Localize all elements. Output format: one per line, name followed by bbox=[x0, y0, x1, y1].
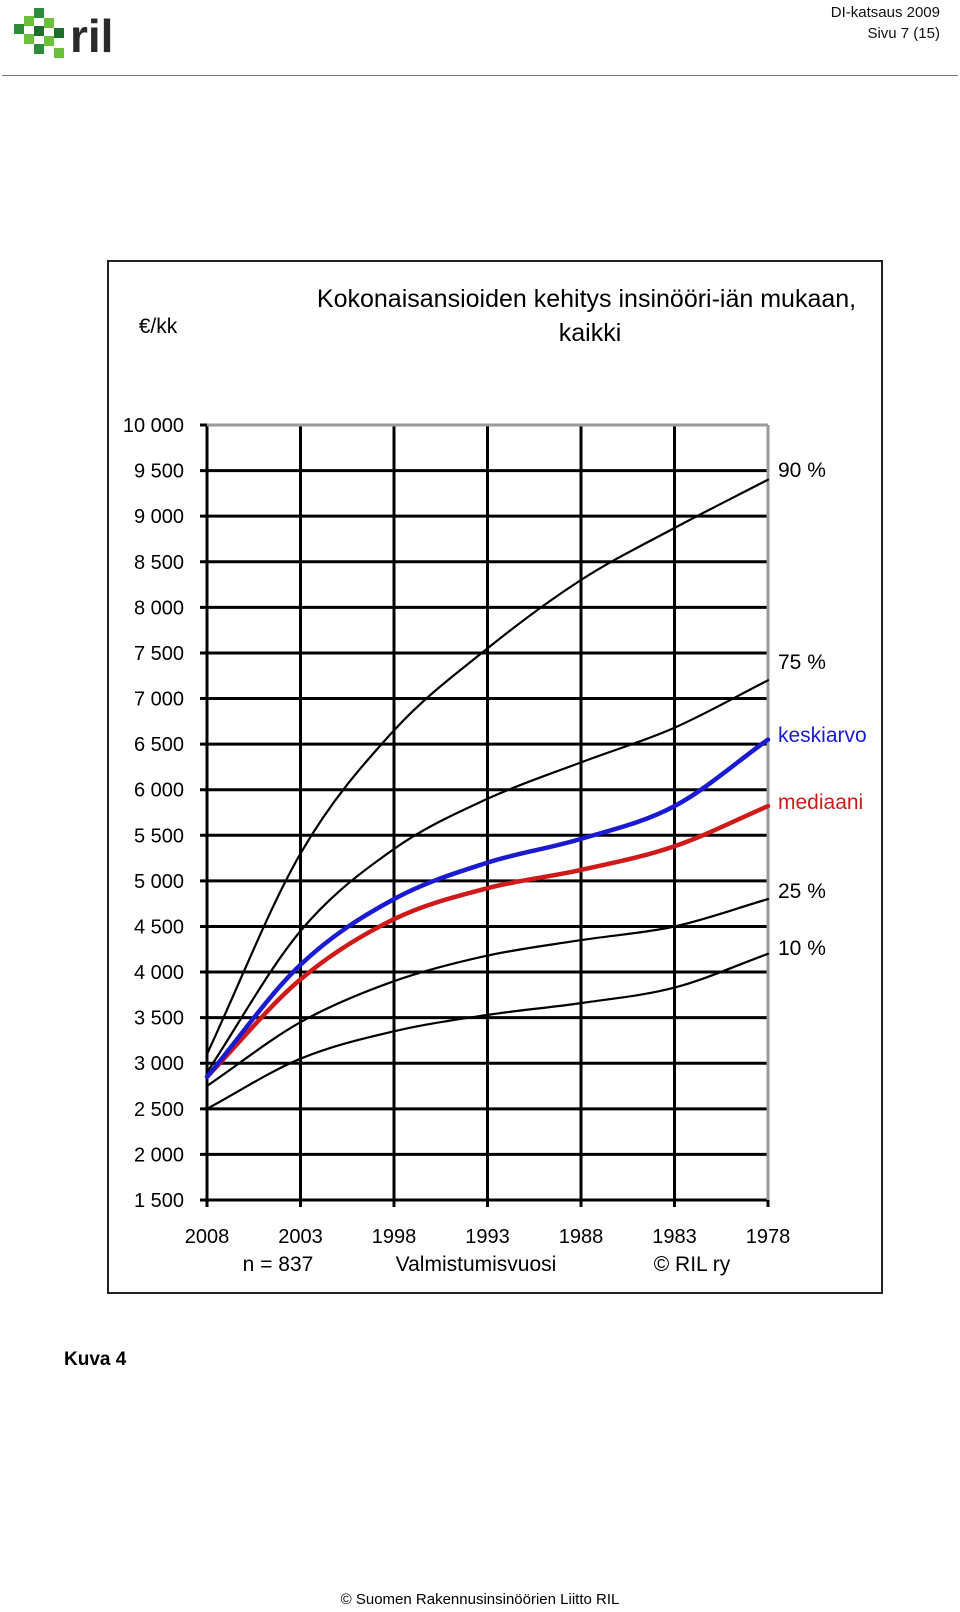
x-tick-label: 2008 bbox=[185, 1226, 230, 1248]
series-line-75 bbox=[205, 679, 770, 1074]
header-divider bbox=[2, 75, 958, 76]
series-label: 90 % bbox=[778, 459, 826, 482]
logo-cubes-icon bbox=[14, 8, 64, 58]
x-tick-label: 1998 bbox=[372, 1226, 417, 1248]
y-tick-label: 5 000 bbox=[134, 871, 184, 893]
axes: 1 500 2 000 2 500 3 000 3 500 4 000 4 500 5 000… bbox=[123, 415, 790, 1248]
x-tick-label: 1993 bbox=[465, 1226, 510, 1248]
series-line-mediaani bbox=[204, 803, 771, 1080]
logo-wordmark: ril bbox=[70, 10, 113, 62]
copyright-note: © RIL ry bbox=[654, 1253, 731, 1276]
x-tick-label: 1978 bbox=[746, 1226, 791, 1248]
y-tick-label: 9 000 bbox=[134, 506, 184, 528]
page-footer: © Suomen Rakennusinsinöörien Liitto RIL bbox=[340, 1591, 620, 1608]
y-tick-label: 8 000 bbox=[134, 597, 184, 619]
chart-title-line-1: Kokonaisansioiden kehitys insinööri-iän … bbox=[317, 285, 856, 313]
series-label: 75 % bbox=[778, 651, 826, 674]
y-tick-label: 2 500 bbox=[134, 1099, 184, 1121]
y-axis-unit-label: €/kk bbox=[139, 315, 178, 338]
page-number: Sivu 7 (15) bbox=[867, 25, 940, 42]
y-tick-label: 1 500 bbox=[134, 1190, 184, 1212]
chart-title-line-2: kaikki bbox=[559, 319, 622, 347]
x-tick-label: 2003 bbox=[278, 1226, 323, 1248]
figure-caption: Kuva 4 bbox=[64, 1349, 127, 1370]
series-line-90 bbox=[205, 478, 770, 1056]
chart-title: Kokonaisansioiden kehitys insinööri-iän … bbox=[317, 285, 863, 347]
series-label: keskiarvo bbox=[778, 724, 867, 747]
y-tick-label: 9 500 bbox=[134, 461, 184, 483]
legend: 90 % 75 % keskiarvo mediaani 25 % 10 % bbox=[778, 459, 867, 960]
sample-size-note: n = 837 bbox=[243, 1253, 314, 1276]
x-axis-title: Valmistumisvuosi bbox=[396, 1253, 557, 1276]
y-tick-label: 6 500 bbox=[134, 734, 184, 756]
y-tick-label: 7 000 bbox=[134, 689, 184, 711]
series-line-10 bbox=[205, 952, 770, 1110]
y-tick-label: 10 000 bbox=[123, 415, 184, 437]
chart-frame bbox=[107, 260, 883, 1294]
y-tick-label: 4 500 bbox=[134, 916, 184, 938]
series-label: 10 % bbox=[778, 937, 826, 960]
y-tick-label: 8 500 bbox=[134, 552, 184, 574]
ril-logo: ril bbox=[14, 8, 113, 62]
series-line-25 bbox=[205, 898, 770, 1088]
series-line-keskiarvo bbox=[204, 737, 771, 1080]
x-tick-label: 1983 bbox=[652, 1226, 697, 1248]
y-tick-label: 3 500 bbox=[134, 1008, 184, 1030]
y-tick-label: 2 000 bbox=[134, 1144, 184, 1166]
document-title: DI-katsaus 2009 bbox=[830, 4, 940, 21]
x-tick-label: 1988 bbox=[559, 1226, 604, 1248]
grid bbox=[200, 423, 770, 1207]
y-tick-label: 3 000 bbox=[134, 1053, 184, 1075]
series-label: mediaani bbox=[778, 791, 863, 814]
y-tick-label: 6 000 bbox=[134, 780, 184, 802]
series-label: 25 % bbox=[778, 880, 826, 903]
y-tick-label: 7 500 bbox=[134, 643, 184, 665]
y-tick-label: 5 500 bbox=[134, 825, 184, 847]
y-tick-label: 4 000 bbox=[134, 962, 184, 984]
series bbox=[204, 478, 771, 1110]
